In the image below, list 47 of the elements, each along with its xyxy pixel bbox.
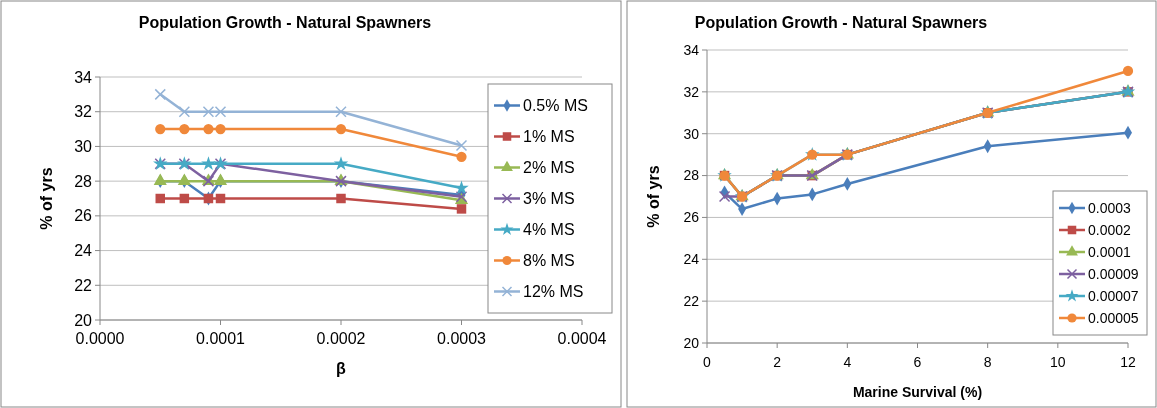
y-tick-label: 32 — [683, 83, 700, 100]
legend-label: 0.0003 — [1088, 199, 1132, 216]
y-tick-label: 24 — [683, 251, 700, 268]
y-tick-label: 26 — [74, 207, 93, 225]
y-tick-label: 28 — [74, 172, 93, 190]
chart-title: Population Growth - Natural Spawners — [694, 14, 988, 31]
legend-label: 1% MS — [523, 128, 575, 146]
legend-label: 4% MS — [523, 221, 575, 239]
y-axis-title: % of yrs — [38, 167, 55, 230]
legend-label: 2% MS — [523, 159, 575, 177]
y-tick-label: 34 — [683, 41, 700, 58]
y-tick-label: 20 — [683, 334, 700, 351]
legend-label: 0.0001 — [1088, 243, 1132, 260]
y-tick-label: 32 — [74, 103, 93, 121]
x-tick-label: 0.0001 — [196, 330, 246, 347]
x-axis-title: β — [336, 360, 347, 377]
x-tick-label: 0.0002 — [316, 330, 366, 347]
y-tick-label: 30 — [683, 125, 700, 142]
legend-label: 0.00007 — [1088, 287, 1139, 304]
legend-label: 0.00009 — [1088, 265, 1139, 282]
x-tick-label: 12 — [1120, 354, 1136, 370]
y-tick-label: 20 — [74, 311, 93, 329]
x-tick-label: 0 — [703, 354, 712, 370]
legend-label: 3% MS — [523, 190, 575, 208]
legend-label: 0.5% MS — [523, 97, 588, 115]
y-tick-label: 26 — [683, 209, 700, 226]
y-tick-label: 34 — [74, 68, 93, 86]
y-tick-label: 30 — [74, 138, 93, 156]
legend-label: 0.00005 — [1088, 309, 1139, 326]
x-tick-label: 4 — [843, 354, 852, 370]
legend-label: 12% MS — [523, 283, 584, 301]
legend-label: 8% MS — [523, 252, 575, 270]
legend-label: 0.0002 — [1088, 221, 1132, 238]
x-tick-label: 10 — [1050, 354, 1066, 370]
x-tick-label: 6 — [913, 354, 922, 370]
x-tick-label: 0.0003 — [437, 330, 487, 347]
x-tick-label: 8 — [983, 354, 992, 370]
x-tick-label: 2 — [773, 354, 782, 370]
y-tick-label: 28 — [683, 167, 700, 184]
y-tick-label: 22 — [74, 276, 93, 294]
y-tick-label: 22 — [683, 293, 700, 310]
x-tick-label: 0.0004 — [557, 330, 607, 347]
chart-title: Population Growth - Natural Spawners — [138, 14, 432, 31]
y-axis-title: % of yrs — [645, 165, 662, 228]
x-tick-label: 0.0000 — [75, 330, 125, 347]
x-axis-title: Marine Survival (%) — [852, 384, 983, 400]
y-tick-label: 24 — [74, 242, 93, 260]
